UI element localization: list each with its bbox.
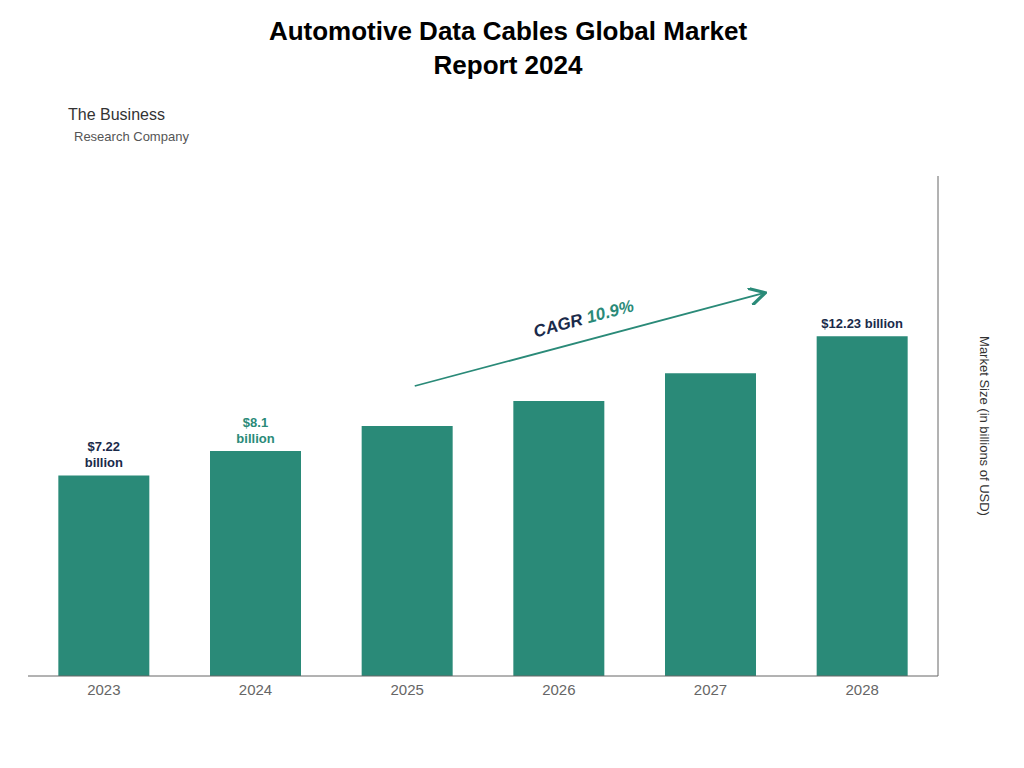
svg-text:2028: 2028 [845,681,878,698]
svg-text:2027: 2027 [694,681,727,698]
html-text:Research Company: Research Company [74,129,189,144]
svg-text:2026: 2026 [542,681,575,698]
svg-text:2024: 2024 [239,681,272,698]
svg-text:$12.23 billion: $12.23 billion [821,316,903,331]
svg-text:2023: 2023 [87,681,120,698]
html-text:Report 2024: Report 2024 [433,50,583,80]
html-text:The Business: The Business [68,106,165,123]
svg-text:CAGR 10.9%: CAGR 10.9% [531,296,635,341]
svg-text:$8.1billion: $8.1billion [236,415,274,446]
svg-text:2025: 2025 [390,681,423,698]
svg-text:Market Size (in billions of US: Market Size (in billions of USD) [977,336,992,516]
html-text:Automotive Data Cables Global: Automotive Data Cables Global Market [268,16,748,46]
svg-text:$7.22billion: $7.22billion [85,439,123,470]
